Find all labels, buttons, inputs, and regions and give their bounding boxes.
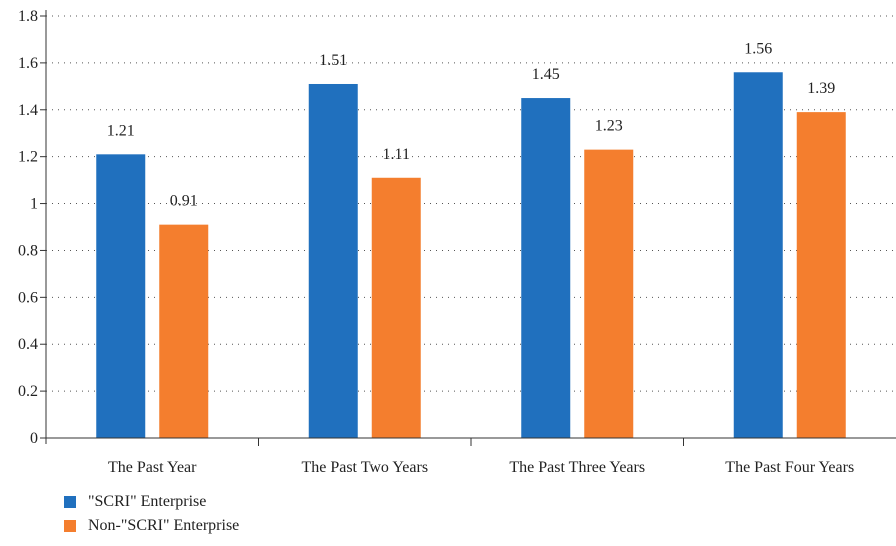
data-label: 1.11 [383,146,410,163]
legend: "SCRI" Enterprise Non-"SCRI" Enterprise [64,490,239,538]
data-label: 1.51 [319,52,347,69]
bar-scri [521,98,571,439]
data-label: 1.21 [107,122,135,139]
data-label: 1.23 [595,118,623,135]
bar-non-scri [371,177,421,438]
data-label: 1.45 [532,66,560,83]
y-tick-label: 1.2 [18,149,38,166]
x-category-label: The Past Year [108,459,197,476]
y-tick-label: 0.8 [18,242,38,259]
x-axis: The Past Year The Past Two Years The Past … [46,437,896,476]
y-tick-label: 1 [30,196,38,213]
bar-non-scri [159,224,209,438]
x-category-label: The Past Three Years [509,459,645,476]
legend-label-scri: "SCRI" Enterprise [88,493,207,510]
data-label: 1.56 [744,40,772,57]
y-tick-label: 0.6 [18,289,38,306]
legend-label-non-scri: Non-"SCRI" Enterprise [88,517,240,534]
y-tick-label: 1.4 [18,102,38,119]
bar-scri [733,72,783,439]
legend-item-scri: "SCRI" Enterprise [64,490,239,514]
x-category-label: The Past Four Years [725,459,854,476]
y-tick-label: 1.6 [18,55,38,72]
y-tick-label: 0.2 [18,383,38,400]
bars [96,72,846,439]
legend-swatch-non-scri [64,520,76,532]
legend-swatch-scri [64,496,76,508]
bar-scri [308,83,358,438]
bar-non-scri [796,112,846,438]
y-axis: 0 0.2 0.4 0.6 0.8 1 1.2 1.4 1.6 1.8 [18,8,47,447]
data-labels: 1.21 0.91 1.51 1.11 1.45 1.23 1.56 1.39 [107,40,836,209]
y-tick-label: 1.8 [18,8,38,25]
y-tick-label: 0 [30,430,38,447]
y-tick-label: 0.4 [18,336,38,353]
x-category-label: The Past Two Years [301,459,428,476]
bar-scri [96,154,146,439]
bar-non-scri [584,149,634,438]
legend-item-non-scri: Non-"SCRI" Enterprise [64,514,239,538]
data-label: 0.91 [170,193,198,210]
data-label: 1.39 [807,80,835,97]
